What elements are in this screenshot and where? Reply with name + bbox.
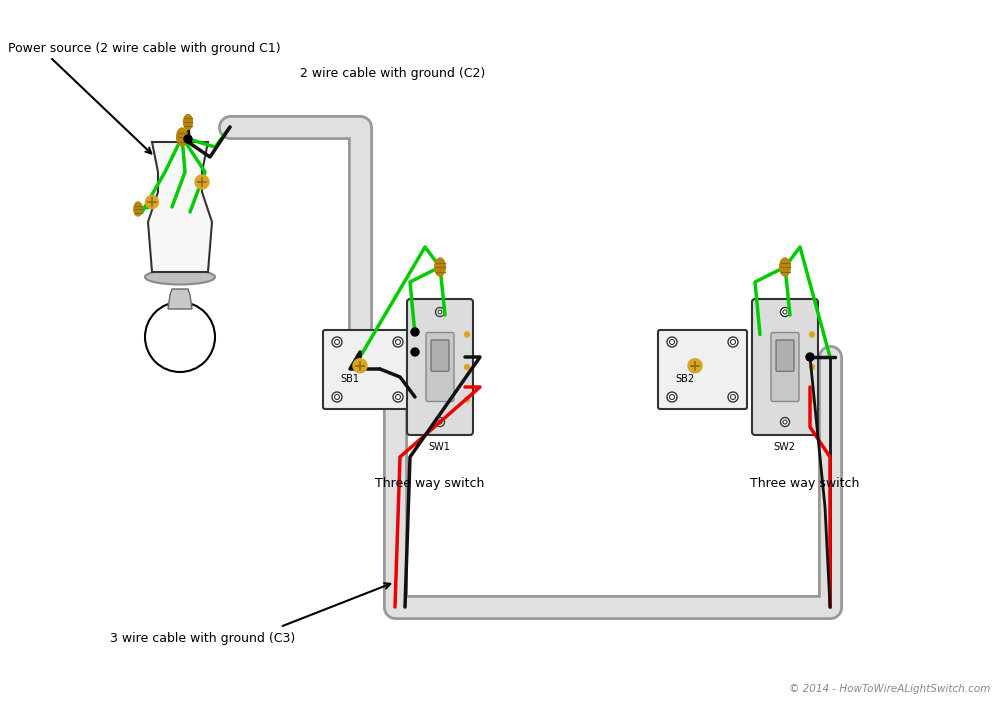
FancyBboxPatch shape xyxy=(658,330,747,409)
Ellipse shape xyxy=(145,269,215,284)
Circle shape xyxy=(730,339,736,344)
Circle shape xyxy=(810,365,815,370)
Circle shape xyxy=(353,358,367,373)
Circle shape xyxy=(184,135,192,143)
Ellipse shape xyxy=(780,258,790,276)
Text: Three way switch: Three way switch xyxy=(750,477,860,490)
Circle shape xyxy=(145,302,215,372)
FancyBboxPatch shape xyxy=(426,332,454,402)
Ellipse shape xyxy=(184,115,193,129)
Polygon shape xyxy=(148,142,212,272)
Circle shape xyxy=(438,420,442,424)
Circle shape xyxy=(438,310,442,314)
Text: 3 wire cable with ground (C3): 3 wire cable with ground (C3) xyxy=(110,632,295,645)
Circle shape xyxy=(436,308,444,317)
Circle shape xyxy=(810,397,815,402)
FancyBboxPatch shape xyxy=(771,332,799,402)
FancyBboxPatch shape xyxy=(776,340,794,371)
Text: SW2: SW2 xyxy=(773,442,795,452)
Circle shape xyxy=(783,420,787,424)
Circle shape xyxy=(411,348,419,356)
Text: Three way switch: Three way switch xyxy=(375,477,485,490)
FancyBboxPatch shape xyxy=(752,299,818,435)
Ellipse shape xyxy=(134,202,142,216)
Circle shape xyxy=(332,392,342,402)
Circle shape xyxy=(393,337,403,347)
Circle shape xyxy=(728,337,738,347)
Circle shape xyxy=(806,353,814,361)
Text: 2 wire cable with ground (C2): 2 wire cable with ground (C2) xyxy=(300,67,485,80)
Circle shape xyxy=(667,392,677,402)
Circle shape xyxy=(810,332,815,337)
Circle shape xyxy=(335,339,340,344)
FancyBboxPatch shape xyxy=(431,340,449,371)
Circle shape xyxy=(670,395,674,399)
Circle shape xyxy=(780,308,790,317)
Circle shape xyxy=(670,339,674,344)
Circle shape xyxy=(667,337,677,347)
Circle shape xyxy=(783,310,787,314)
Text: SB1: SB1 xyxy=(340,374,359,384)
Circle shape xyxy=(688,358,702,373)
FancyBboxPatch shape xyxy=(323,330,412,409)
Text: © 2014 - HowToWireALightSwitch.com: © 2014 - HowToWireALightSwitch.com xyxy=(789,684,990,694)
Circle shape xyxy=(730,395,736,399)
Circle shape xyxy=(464,365,470,370)
Text: SB2: SB2 xyxy=(675,374,694,384)
Text: Power source (2 wire cable with ground C1): Power source (2 wire cable with ground C… xyxy=(8,42,281,55)
Ellipse shape xyxy=(435,258,445,276)
Ellipse shape xyxy=(177,128,187,146)
Circle shape xyxy=(436,418,444,426)
Circle shape xyxy=(335,395,340,399)
Circle shape xyxy=(396,339,401,344)
Polygon shape xyxy=(168,289,192,309)
Circle shape xyxy=(464,332,470,337)
Text: SW1: SW1 xyxy=(428,442,450,452)
Circle shape xyxy=(728,392,738,402)
Circle shape xyxy=(195,175,209,189)
Circle shape xyxy=(411,328,419,336)
Circle shape xyxy=(332,337,342,347)
Circle shape xyxy=(393,392,403,402)
Circle shape xyxy=(780,418,790,426)
FancyBboxPatch shape xyxy=(407,299,473,435)
Circle shape xyxy=(396,395,401,399)
Circle shape xyxy=(464,397,470,402)
Circle shape xyxy=(146,196,159,209)
